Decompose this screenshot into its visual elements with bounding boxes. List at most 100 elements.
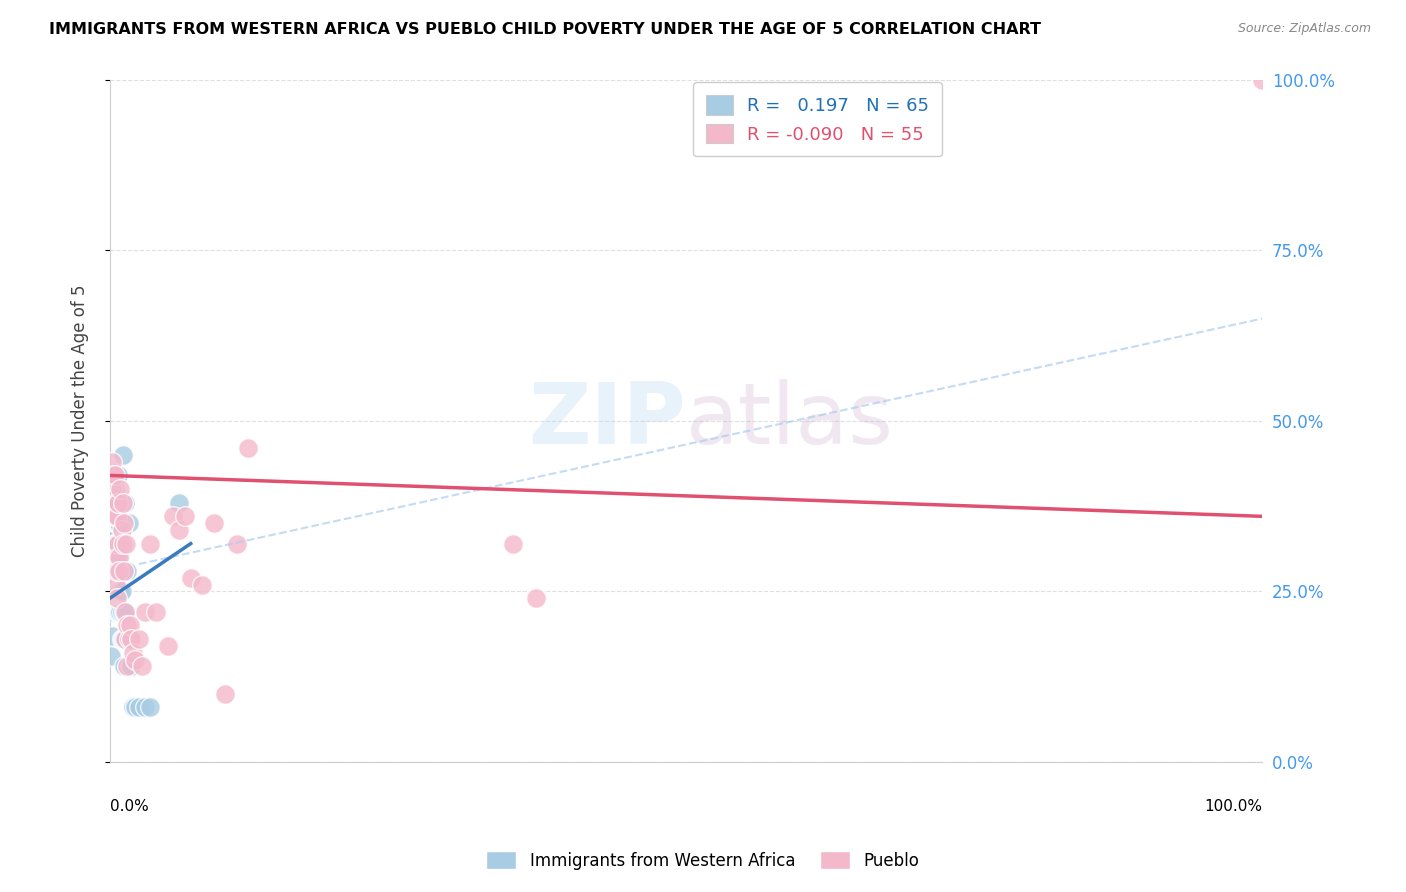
Point [104, 577, 127, 591]
Point [117, 516, 139, 530]
Point [238, 441, 260, 455]
Point [110, 564, 132, 578]
Point [112, 659, 135, 673]
Point [104, 536, 127, 550]
Point [108, 550, 131, 565]
Point [108, 564, 131, 578]
Point [104, 564, 127, 578]
Point [112, 632, 135, 646]
Point [122, 700, 145, 714]
Point [120, 632, 142, 646]
Point [117, 564, 139, 578]
Point [124, 652, 146, 666]
Point [180, 571, 202, 585]
Point [104, 468, 127, 483]
Point [103, 523, 125, 537]
Point [110, 482, 132, 496]
Point [104, 564, 127, 578]
Point [103, 550, 125, 565]
Point [117, 632, 139, 646]
Point [105, 536, 128, 550]
Point [108, 564, 131, 578]
Point [108, 584, 131, 599]
Point [191, 577, 214, 591]
Text: IMMIGRANTS FROM WESTERN AFRICA VS PUEBLO CHILD POVERTY UNDER THE AGE OF 5 CORREL: IMMIGRANTS FROM WESTERN AFRICA VS PUEBLO… [49, 22, 1042, 37]
Point [105, 550, 128, 565]
Point [128, 632, 150, 646]
Point [114, 496, 136, 510]
Point [105, 516, 128, 530]
Point [105, 468, 128, 483]
Point [156, 639, 179, 653]
Point [108, 516, 131, 530]
Point [114, 632, 136, 646]
Point [101, 482, 124, 496]
Point [103, 468, 125, 483]
Point [162, 509, 184, 524]
Point [107, 468, 129, 483]
Point [111, 536, 134, 550]
Point [105, 550, 128, 565]
Point [122, 646, 145, 660]
Point [112, 564, 135, 578]
Point [118, 659, 141, 673]
Point [118, 618, 141, 632]
Point [104, 536, 127, 550]
Text: atlas: atlas [686, 379, 894, 462]
Point [100, 468, 122, 483]
Point [107, 605, 129, 619]
Point [101, 629, 124, 643]
Point [110, 536, 132, 550]
Point [110, 564, 132, 578]
Legend: Immigrants from Western Africa, Pueblo: Immigrants from Western Africa, Pueblo [479, 845, 927, 877]
Point [103, 509, 125, 524]
Point [105, 564, 128, 578]
Point [110, 523, 132, 537]
Point [100, 649, 122, 664]
Point [110, 632, 132, 646]
Point [104, 509, 127, 524]
Point [105, 591, 128, 606]
Legend: R =   0.197   N = 65, R = -0.090   N = 55: R = 0.197 N = 65, R = -0.090 N = 55 [693, 82, 942, 156]
Point [124, 700, 146, 714]
Point [105, 496, 128, 510]
Point [117, 618, 139, 632]
Point [111, 496, 134, 510]
Point [111, 448, 134, 462]
Point [104, 482, 127, 496]
Point [1251, 73, 1274, 87]
Point [104, 564, 127, 578]
Point [104, 496, 127, 510]
Point [104, 516, 127, 530]
Point [105, 509, 128, 524]
Point [105, 584, 128, 599]
Point [139, 536, 162, 550]
Point [145, 605, 167, 619]
Point [214, 687, 236, 701]
Point [112, 516, 135, 530]
Point [110, 550, 132, 565]
Point [105, 564, 128, 578]
Point [108, 536, 131, 550]
Point [107, 496, 129, 510]
Point [112, 605, 135, 619]
Point [107, 516, 129, 530]
Point [115, 536, 138, 550]
Point [107, 564, 129, 578]
Point [502, 536, 524, 550]
Point [167, 496, 190, 510]
Point [110, 605, 132, 619]
Point [107, 496, 129, 510]
Point [104, 509, 127, 524]
Point [107, 584, 129, 599]
Point [524, 591, 547, 606]
Point [104, 536, 127, 550]
Text: ZIP: ZIP [529, 379, 686, 462]
Point [115, 605, 138, 619]
Point [107, 550, 129, 565]
Point [111, 632, 134, 646]
Point [110, 584, 132, 599]
Point [134, 700, 156, 714]
Point [104, 550, 127, 565]
Point [128, 700, 150, 714]
